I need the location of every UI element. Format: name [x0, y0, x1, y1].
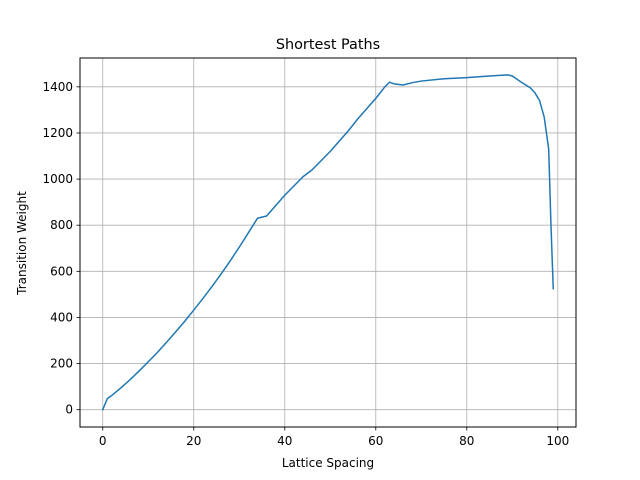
x-tick-label: 80 — [459, 434, 474, 448]
x-tick-label: 40 — [277, 434, 292, 448]
x-tick-label: 60 — [368, 434, 383, 448]
x-axis: 0 20 40 60 80 100 — [99, 427, 569, 448]
x-tick-label: 100 — [546, 434, 569, 448]
x-tick-label: 0 — [99, 434, 107, 448]
y-tick-label: 600 — [50, 264, 73, 278]
y-tick-label: 400 — [50, 310, 73, 324]
y-tick-label: 0 — [65, 403, 73, 417]
y-axis-title: Transition Weight — [15, 191, 29, 296]
chart-title: Shortest Paths — [276, 37, 380, 53]
y-tick-label: 1400 — [42, 80, 73, 94]
series-layer — [101, 74, 555, 411]
y-axis: 0 200 400 600 800 1000 1200 1400 — [42, 80, 80, 417]
x-tick-label: 20 — [186, 434, 201, 448]
y-tick-label: 1200 — [42, 126, 73, 140]
series-line — [101, 74, 555, 411]
plot-frame — [79, 57, 577, 428]
plot-area — [80, 58, 576, 427]
grid-lines — [80, 58, 576, 427]
x-axis-title: Lattice Spacing — [282, 456, 374, 470]
y-tick-label: 1000 — [42, 172, 73, 186]
y-tick-label: 800 — [50, 218, 73, 232]
y-tick-label: 200 — [50, 357, 73, 371]
